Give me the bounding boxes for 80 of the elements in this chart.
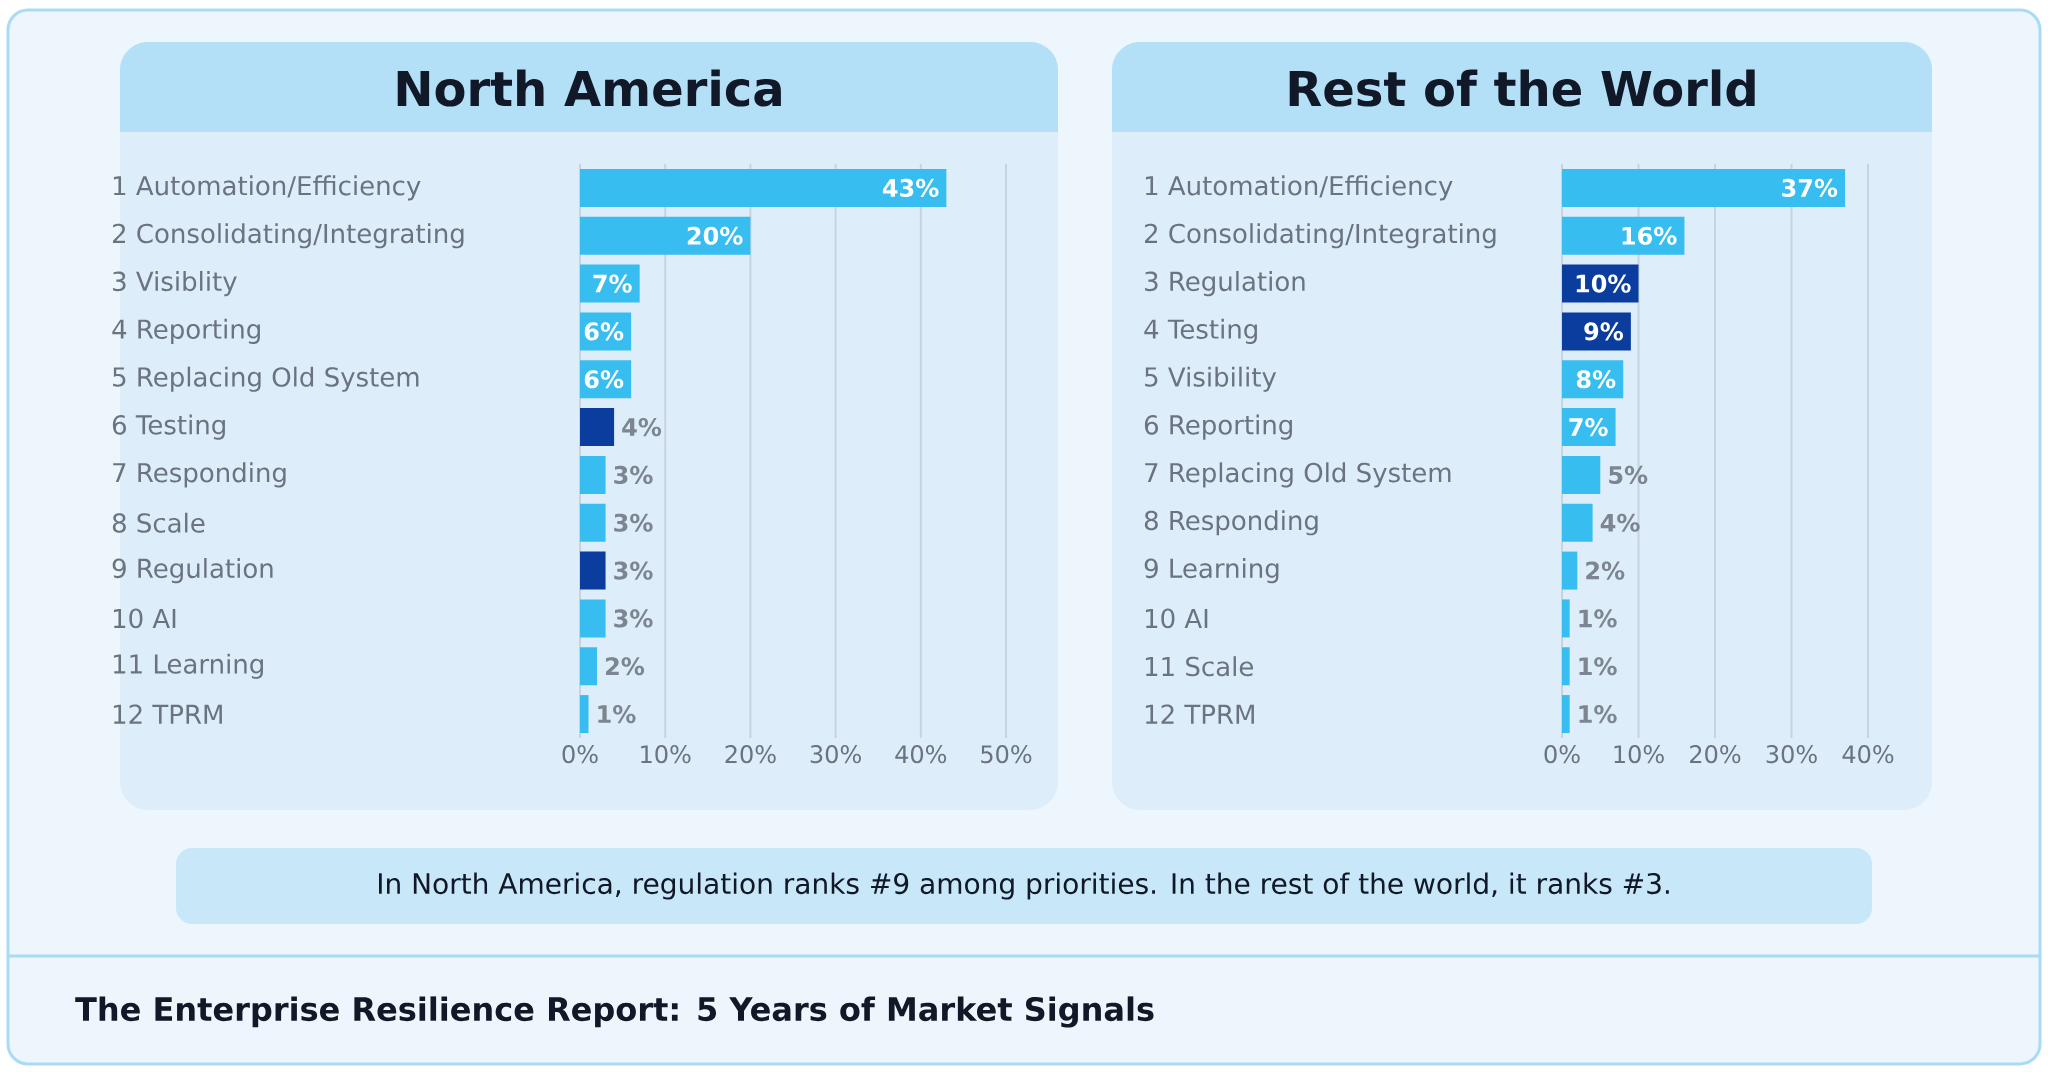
bar xyxy=(580,216,751,255)
data-label: 3% xyxy=(614,609,653,628)
data-label: 1% xyxy=(1579,657,1617,676)
bar xyxy=(1562,695,1570,734)
bar xyxy=(580,695,589,734)
data-label: 43% xyxy=(882,178,939,197)
data-label: 7% xyxy=(1569,418,1608,437)
bar xyxy=(1562,599,1570,638)
data-label: 6% xyxy=(584,322,624,341)
x-tick-label: 30% xyxy=(810,745,861,764)
x-tick-label: 10% xyxy=(641,745,691,764)
bar xyxy=(580,455,606,494)
data-label: 3% xyxy=(614,513,653,532)
y-tick-label: 3 Visiblity xyxy=(113,271,237,297)
x-tick-label: 0% xyxy=(562,745,598,764)
text: In North America, regulation ranks #9 among priorities. In the rest of the world, it ranks #3. xyxy=(378,872,1669,900)
data-label: 10% xyxy=(1576,274,1631,293)
bar xyxy=(580,408,615,447)
y-tick-label: 12 TPRM xyxy=(1145,704,1254,724)
chart-title: Rest of the World xyxy=(1289,69,1755,107)
data-label: 4% xyxy=(1600,513,1640,532)
y-tick-label: 4 Reporting xyxy=(112,318,260,344)
y-tick-label: 8 Scale xyxy=(112,512,205,533)
y-tick-label: 2 Consolidating/Integrating xyxy=(112,223,464,249)
bar xyxy=(580,168,947,207)
bar xyxy=(1562,551,1578,590)
y-tick-label: 7 Responding xyxy=(113,462,286,488)
y-tick-label: 10 AI xyxy=(1145,608,1208,629)
y-tick-label: 7 Replacing Old System xyxy=(1145,462,1451,488)
data-label: 3% xyxy=(614,561,653,580)
bar xyxy=(580,599,606,638)
x-tick-label: 20% xyxy=(725,745,776,764)
data-label: 4% xyxy=(622,418,662,437)
x-tick-label: 40% xyxy=(1842,745,1894,764)
bar xyxy=(1562,503,1593,542)
y-tick-label: 1 Automation/Efficiency xyxy=(1145,175,1453,201)
data-label: 9% xyxy=(1584,322,1624,341)
text: The Enterprise Resilience Report: 5 Years of Market Signals xyxy=(75,996,1154,1028)
data-label: 37% xyxy=(1782,178,1838,197)
data-label: 1% xyxy=(1579,705,1617,724)
y-tick-label: 5 Visibility xyxy=(1145,366,1277,392)
y-tick-label: 9 Learning xyxy=(1144,558,1279,584)
data-label: 6% xyxy=(584,370,624,389)
data-label: 1% xyxy=(598,705,636,724)
x-tick-label: 20% xyxy=(1690,745,1741,764)
data-label: 2% xyxy=(606,657,645,676)
data-label: 2% xyxy=(1586,561,1625,580)
bar xyxy=(1562,216,1685,255)
data-label: 20% xyxy=(687,226,743,245)
y-tick-label: 11 Learning xyxy=(113,653,263,679)
y-tick-label: 8 Responding xyxy=(1144,510,1318,536)
x-tick-label: 10% xyxy=(1614,745,1664,764)
bar xyxy=(1562,168,1846,207)
data-label: 8% xyxy=(1576,370,1616,389)
y-tick-label: 6 Reporting xyxy=(1144,414,1292,440)
data-label: 7% xyxy=(593,274,632,293)
y-tick-label: 2 Consolidating/Integrating xyxy=(1144,223,1496,249)
data-label: 5% xyxy=(1609,465,1648,484)
bar xyxy=(1562,455,1601,494)
y-tick-label: 11 Scale xyxy=(1145,656,1253,677)
chart-title: North America xyxy=(397,69,781,107)
bar xyxy=(580,647,598,686)
x-tick-label: 40% xyxy=(895,745,947,764)
y-tick-label: 4 Testing xyxy=(1144,318,1257,344)
x-tick-label: 0% xyxy=(1544,745,1580,764)
y-tick-label: 6 Testing xyxy=(112,414,225,440)
y-tick-label: 10 AI xyxy=(113,608,176,629)
y-tick-label: 1 Automation/Efficiency xyxy=(113,175,421,201)
y-tick-label: 3 Regulation xyxy=(1145,271,1305,297)
data-label: 16% xyxy=(1622,226,1677,245)
data-label: 3% xyxy=(614,465,653,484)
bar xyxy=(1562,647,1570,686)
x-tick-label: 50% xyxy=(981,745,1032,764)
bar xyxy=(580,503,606,542)
y-tick-label: 12 TPRM xyxy=(113,704,222,724)
y-tick-label: 5 Replacing Old System xyxy=(113,366,419,392)
x-tick-label: 30% xyxy=(1766,745,1817,764)
y-tick-label: 9 Regulation xyxy=(112,558,273,584)
data-label: 1% xyxy=(1579,609,1617,628)
bar xyxy=(580,551,606,590)
